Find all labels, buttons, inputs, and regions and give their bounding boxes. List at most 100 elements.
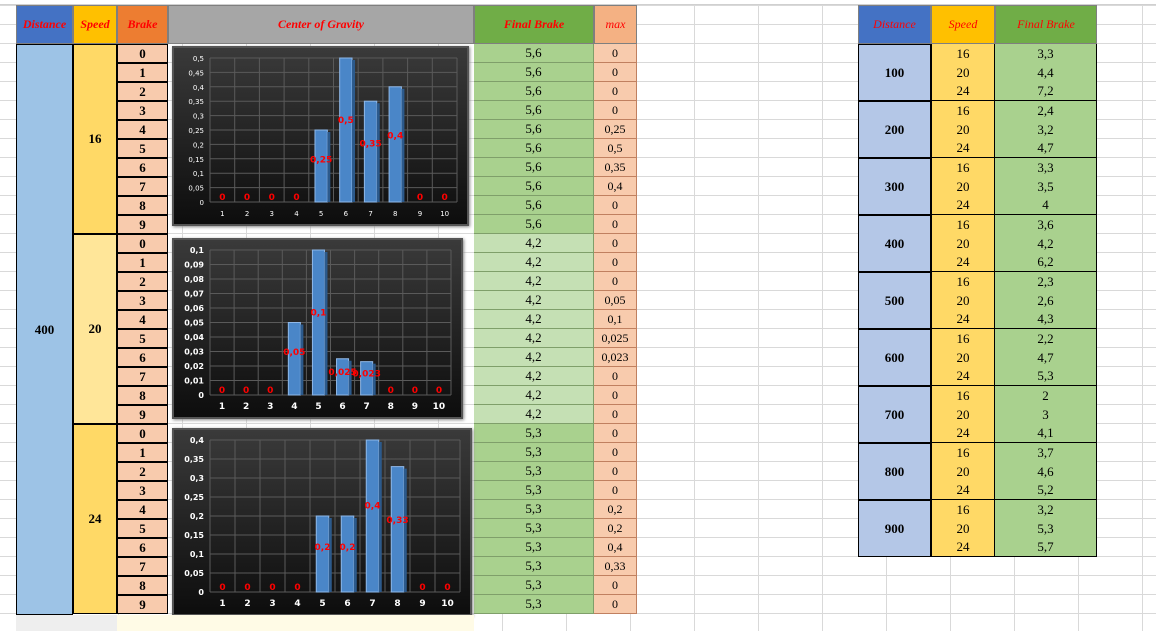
- right-header-final-brake[interactable]: Final Brake: [995, 5, 1097, 44]
- right-final-brake-cell[interactable]: 3,6: [995, 215, 1097, 234]
- brake-cell[interactable]: 7: [117, 557, 168, 576]
- final-brake-cell[interactable]: 4,2: [474, 405, 594, 424]
- right-speed-cell[interactable]: 20: [931, 63, 995, 82]
- brake-cell[interactable]: 0: [117, 234, 168, 253]
- brake-cell[interactable]: 9: [117, 595, 168, 614]
- brake-cell[interactable]: 4: [117, 310, 168, 329]
- right-final-brake-cell[interactable]: 7,2: [995, 82, 1097, 101]
- right-distance-cell[interactable]: 100: [858, 44, 931, 101]
- right-speed-cell[interactable]: 16: [931, 386, 995, 405]
- right-final-brake-cell[interactable]: 4,4: [995, 63, 1097, 82]
- final-brake-cell[interactable]: 4,2: [474, 329, 594, 348]
- max-cell[interactable]: 0,25: [594, 120, 637, 139]
- final-brake-cell[interactable]: 5,6: [474, 215, 594, 234]
- brake-cell[interactable]: 1: [117, 253, 168, 272]
- right-final-brake-cell[interactable]: 5,3: [995, 519, 1097, 538]
- right-final-brake-cell[interactable]: 2,3: [995, 272, 1097, 291]
- final-brake-cell[interactable]: 5,6: [474, 196, 594, 215]
- header-brake[interactable]: Brake: [117, 5, 168, 44]
- max-cell[interactable]: 0: [594, 481, 637, 500]
- max-cell[interactable]: 0: [594, 196, 637, 215]
- center-of-gravity-chart[interactable]: 0 0,05 0,1 0,15 0,2 0,25 0,3 0,35 0,4 0 1 0 2 0 3 0 4 0,2…: [172, 428, 472, 616]
- max-cell[interactable]: 0,2: [594, 500, 637, 519]
- max-cell[interactable]: 0: [594, 595, 637, 614]
- final-brake-cell[interactable]: 5,3: [474, 576, 594, 595]
- center-of-gravity-chart[interactable]: 0 0,01 0,02 0,03 0,04 0,05 0,06 0,07 0,08 0,09 0,1…: [172, 238, 463, 419]
- right-speed-cell[interactable]: 24: [931, 310, 995, 329]
- right-distance-cell[interactable]: 700: [858, 386, 931, 443]
- right-final-brake-cell[interactable]: 4,7: [995, 348, 1097, 367]
- brake-cell[interactable]: 4: [117, 500, 168, 519]
- final-brake-cell[interactable]: 5,3: [474, 424, 594, 443]
- final-brake-cell[interactable]: 5,6: [474, 101, 594, 120]
- speed-cell[interactable]: 20: [73, 234, 117, 424]
- right-distance-cell[interactable]: 600: [858, 329, 931, 386]
- distance-cell[interactable]: 400: [16, 44, 73, 615]
- right-speed-cell[interactable]: 20: [931, 291, 995, 310]
- right-final-brake-cell[interactable]: 3,2: [995, 120, 1097, 139]
- right-speed-cell[interactable]: 20: [931, 462, 995, 481]
- max-cell[interactable]: 0,2: [594, 519, 637, 538]
- right-speed-cell[interactable]: 24: [931, 481, 995, 500]
- speed-cell[interactable]: 24: [73, 424, 117, 614]
- max-cell[interactable]: 0: [594, 82, 637, 101]
- right-header-distance[interactable]: Distance: [858, 5, 931, 44]
- right-final-brake-cell[interactable]: 3,7: [995, 443, 1097, 462]
- right-final-brake-cell[interactable]: 3,2: [995, 500, 1097, 519]
- max-cell[interactable]: 0,4: [594, 177, 637, 196]
- right-distance-cell[interactable]: 900: [858, 500, 931, 557]
- right-speed-cell[interactable]: 16: [931, 101, 995, 120]
- right-final-brake-cell[interactable]: 2,4: [995, 101, 1097, 120]
- right-final-brake-cell[interactable]: 2,2: [995, 329, 1097, 348]
- max-cell[interactable]: 0: [594, 367, 637, 386]
- header-center-of-gravity[interactable]: Center of Gravity: [168, 5, 474, 44]
- right-speed-cell[interactable]: 24: [931, 424, 995, 443]
- max-cell[interactable]: 0,1: [594, 310, 637, 329]
- right-speed-cell[interactable]: 24: [931, 139, 995, 158]
- max-cell[interactable]: 0,33: [594, 557, 637, 576]
- right-final-brake-cell[interactable]: 4,2: [995, 234, 1097, 253]
- final-brake-cell[interactable]: 4,2: [474, 348, 594, 367]
- brake-cell[interactable]: 4: [117, 120, 168, 139]
- brake-cell[interactable]: 1: [117, 63, 168, 82]
- right-speed-cell[interactable]: 16: [931, 158, 995, 177]
- max-cell[interactable]: 0: [594, 405, 637, 424]
- center-of-gravity-chart[interactable]: 0 0,05 0,1 0,15 0,2 0,25 0,3 0,35 0,4 0,45 0,5 0 1 0 2…: [172, 46, 469, 226]
- brake-cell[interactable]: 6: [117, 158, 168, 177]
- right-speed-cell[interactable]: 16: [931, 500, 995, 519]
- brake-cell[interactable]: 6: [117, 538, 168, 557]
- brake-cell[interactable]: 8: [117, 386, 168, 405]
- header-distance[interactable]: Distance: [16, 5, 73, 44]
- right-speed-cell[interactable]: 20: [931, 405, 995, 424]
- right-distance-cell[interactable]: 200: [858, 101, 931, 158]
- final-brake-cell[interactable]: 5,3: [474, 462, 594, 481]
- max-cell[interactable]: 0: [594, 462, 637, 481]
- final-brake-cell[interactable]: 4,2: [474, 234, 594, 253]
- right-final-brake-cell[interactable]: 5,7: [995, 538, 1097, 557]
- brake-cell[interactable]: 8: [117, 576, 168, 595]
- max-cell[interactable]: 0: [594, 386, 637, 405]
- brake-cell[interactable]: 7: [117, 177, 168, 196]
- right-final-brake-cell[interactable]: 3,5: [995, 177, 1097, 196]
- final-brake-cell[interactable]: 4,2: [474, 253, 594, 272]
- right-speed-cell[interactable]: 24: [931, 253, 995, 272]
- right-header-speed[interactable]: Speed: [931, 5, 995, 44]
- right-speed-cell[interactable]: 16: [931, 44, 995, 63]
- right-speed-cell[interactable]: 24: [931, 367, 995, 386]
- final-brake-cell[interactable]: 5,6: [474, 82, 594, 101]
- brake-cell[interactable]: 1: [117, 443, 168, 462]
- brake-cell[interactable]: 2: [117, 462, 168, 481]
- right-final-brake-cell[interactable]: 4,6: [995, 462, 1097, 481]
- right-final-brake-cell[interactable]: 3,3: [995, 44, 1097, 63]
- final-brake-cell[interactable]: 4,2: [474, 386, 594, 405]
- right-distance-cell[interactable]: 300: [858, 158, 931, 215]
- final-brake-cell[interactable]: 5,6: [474, 44, 594, 63]
- right-distance-cell[interactable]: 400: [858, 215, 931, 272]
- max-cell[interactable]: 0: [594, 253, 637, 272]
- right-final-brake-cell[interactable]: 4: [995, 196, 1097, 215]
- max-cell[interactable]: 0: [594, 215, 637, 234]
- final-brake-cell[interactable]: 4,2: [474, 367, 594, 386]
- brake-cell[interactable]: 3: [117, 481, 168, 500]
- final-brake-cell[interactable]: 5,6: [474, 158, 594, 177]
- max-cell[interactable]: 0: [594, 63, 637, 82]
